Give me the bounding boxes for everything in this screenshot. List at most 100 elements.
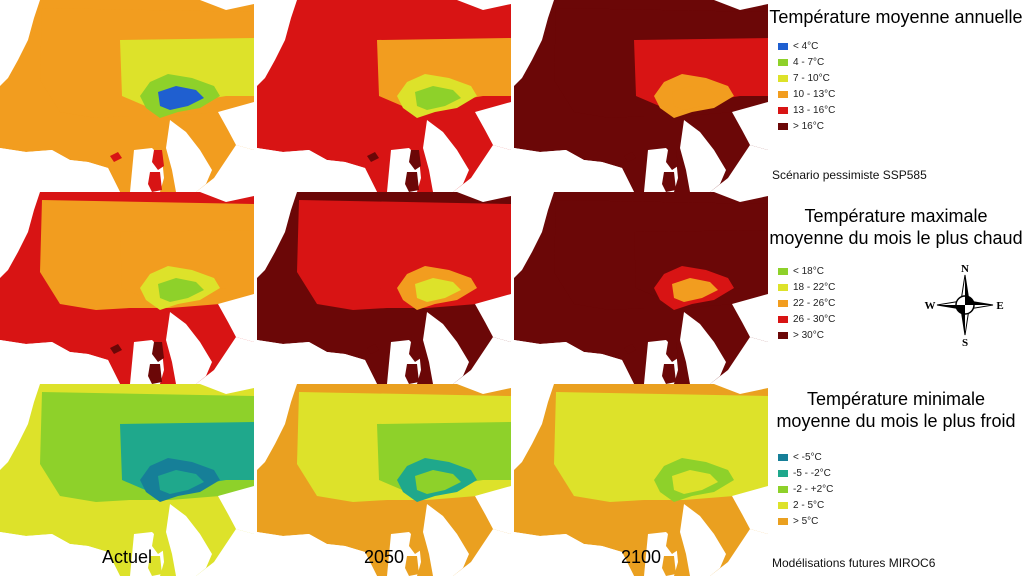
legend-swatch (778, 485, 788, 493)
legend-title-annual-mean: Température moyenne annuelle (768, 6, 1024, 28)
temperature-zone (158, 278, 204, 302)
map-min-coldest-2050: 2050 (257, 384, 511, 576)
sea-area (218, 294, 254, 342)
island (148, 364, 162, 384)
sea-area (166, 504, 212, 576)
legend-item: -2 - +2°C (778, 481, 833, 497)
sea-area (423, 120, 469, 192)
title-line: moyenne du mois le plus chaud (769, 228, 1023, 248)
sea-area (257, 0, 297, 86)
map-annual-mean-2100 (514, 0, 768, 192)
legend-max-warmest: < 18°C 18 - 22°C 22 - 26°C 26 - 30°C > 3… (778, 263, 835, 343)
legend-annual-mean: < 4°C 4 - 7°C 7 - 10°C 10 - 13°C 13 - 16… (778, 38, 835, 134)
map-max-warmest-2100 (514, 192, 768, 384)
legend-label: 7 - 10°C (793, 72, 830, 84)
island (367, 536, 379, 546)
map-min-coldest-current: Actuel (0, 384, 254, 576)
sea-area (257, 340, 377, 384)
sea-area (475, 102, 511, 150)
legend-swatch (778, 42, 788, 50)
period-label-2050: 2050 (363, 547, 405, 567)
compass-north-label: N (961, 263, 969, 275)
legend-item: 22 - 26°C (778, 295, 835, 311)
legend-label: > 5°C (793, 515, 819, 527)
legend-item: 10 - 13°C (778, 86, 835, 102)
legend-item: 2 - 5°C (778, 497, 833, 513)
legend-label: < 4°C (793, 40, 819, 52)
map-max-warmest-2050 (257, 192, 511, 384)
sea-area (732, 102, 768, 150)
legend-item: > 30°C (778, 327, 835, 343)
compass-east-label: E (996, 300, 1003, 312)
legend-swatch (778, 106, 788, 114)
model-note: Modélisations futures MIROC6 (772, 556, 936, 570)
sea-area (680, 312, 726, 384)
sea-area (514, 0, 554, 86)
legend-swatch (778, 453, 788, 461)
sea-area (257, 532, 377, 576)
legend-swatch (778, 469, 788, 477)
legend-swatch (778, 315, 788, 323)
island (662, 556, 676, 576)
period-label-2100: 2100 (620, 547, 662, 567)
island (666, 342, 678, 362)
temperature-zone (672, 86, 718, 110)
island (367, 152, 379, 162)
sea-area (714, 384, 768, 394)
legend-item: 18 - 22°C (778, 279, 835, 295)
period-label-current: Actuel (101, 547, 153, 567)
island (152, 150, 164, 170)
island (409, 534, 421, 554)
legend-label: 10 - 13°C (793, 88, 836, 100)
sea-area (200, 0, 254, 10)
island (624, 536, 636, 546)
title-line: Température moyenne annuelle (769, 7, 1023, 27)
sea-area (732, 294, 768, 342)
island (666, 534, 678, 554)
island (662, 364, 676, 384)
sea-area (514, 532, 634, 576)
sea-area (166, 312, 212, 384)
sea-area (166, 120, 212, 192)
island (110, 536, 122, 546)
legend-item: 4 - 7°C (778, 54, 835, 70)
island (152, 342, 164, 362)
map-min-coldest-2100: 2100 (514, 384, 768, 576)
island (662, 172, 676, 192)
legend-label: 4 - 7°C (793, 56, 825, 68)
sea-area (714, 0, 768, 10)
sea-area (475, 294, 511, 342)
legend-swatch (778, 74, 788, 82)
legend-title-max-warmest: Température maximale moyenne du mois le … (768, 205, 1024, 249)
sea-area (680, 120, 726, 192)
sea-area (0, 384, 40, 470)
legend-label: < -5°C (793, 451, 822, 463)
sea-area (423, 504, 469, 576)
legend-swatch (778, 267, 788, 275)
title-line: moyenne du mois le plus froid (776, 411, 1016, 431)
panel-annual-mean: Température moyenne annuelle (768, 6, 1024, 28)
legend-swatch (778, 283, 788, 291)
legend-item: < 18°C (778, 263, 835, 279)
sea-area (257, 148, 377, 192)
sea-area (218, 102, 254, 150)
map-grid: Actuel 2050 2100 (0, 0, 768, 576)
compass-rose-icon: N S E W (925, 263, 1004, 348)
compass-west-label: W (925, 300, 936, 312)
sea-area (0, 192, 40, 278)
legend-item: 26 - 30°C (778, 311, 835, 327)
temperature-zone (415, 470, 461, 494)
compass-south-label: S (962, 337, 968, 348)
title-line: Température maximale (804, 206, 988, 226)
legend-item: 13 - 16°C (778, 102, 835, 118)
legend-swatch (778, 299, 788, 307)
map-annual-mean-2050 (257, 0, 511, 192)
island (152, 534, 164, 554)
island (409, 150, 421, 170)
sea-area (257, 192, 297, 278)
sea-area (680, 504, 726, 576)
panel-min-coldest: Température minimale moyenne du mois le … (768, 388, 1024, 432)
island (405, 556, 419, 576)
legend-swatch (778, 517, 788, 525)
sea-area (0, 340, 120, 384)
